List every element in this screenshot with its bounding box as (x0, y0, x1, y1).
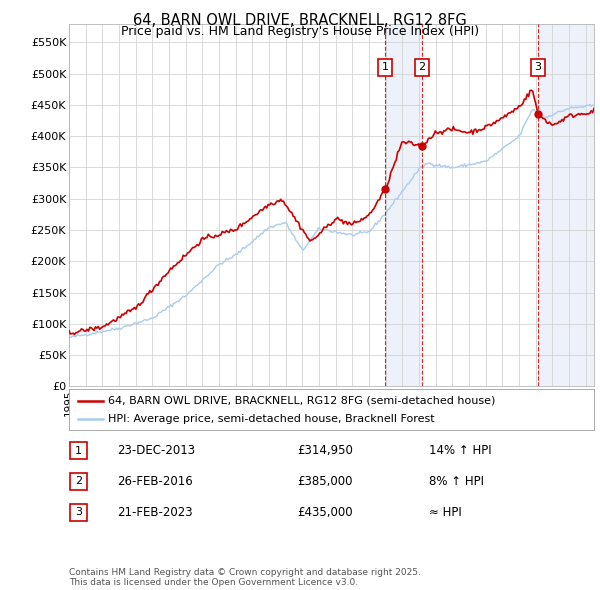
Text: 3: 3 (75, 507, 82, 517)
Text: 64, BARN OWL DRIVE, BRACKNELL, RG12 8FG: 64, BARN OWL DRIVE, BRACKNELL, RG12 8FG (133, 13, 467, 28)
Text: HPI: Average price, semi-detached house, Bracknell Forest: HPI: Average price, semi-detached house,… (109, 415, 435, 424)
Text: £314,950: £314,950 (297, 444, 353, 457)
Text: 8% ↑ HPI: 8% ↑ HPI (429, 475, 484, 488)
Text: 1: 1 (382, 63, 389, 73)
Text: £435,000: £435,000 (297, 506, 353, 519)
Bar (538, 24, 594, 386)
Text: ≈ HPI: ≈ HPI (429, 506, 462, 519)
Text: 23-DEC-2013: 23-DEC-2013 (117, 444, 195, 457)
Text: Price paid vs. HM Land Registry's House Price Index (HPI): Price paid vs. HM Land Registry's House … (121, 25, 479, 38)
Text: 1: 1 (75, 446, 82, 455)
Text: 21-FEB-2023: 21-FEB-2023 (117, 506, 193, 519)
Bar (385, 24, 422, 386)
Text: Contains HM Land Registry data © Crown copyright and database right 2025.
This d: Contains HM Land Registry data © Crown c… (69, 568, 421, 587)
Text: 26-FEB-2016: 26-FEB-2016 (117, 475, 193, 488)
Text: 3: 3 (535, 63, 542, 73)
Text: £385,000: £385,000 (297, 475, 353, 488)
Text: 64, BARN OWL DRIVE, BRACKNELL, RG12 8FG (semi-detached house): 64, BARN OWL DRIVE, BRACKNELL, RG12 8FG … (109, 396, 496, 406)
Text: 2: 2 (418, 63, 425, 73)
Text: 14% ↑ HPI: 14% ↑ HPI (429, 444, 491, 457)
Text: 2: 2 (75, 477, 82, 486)
